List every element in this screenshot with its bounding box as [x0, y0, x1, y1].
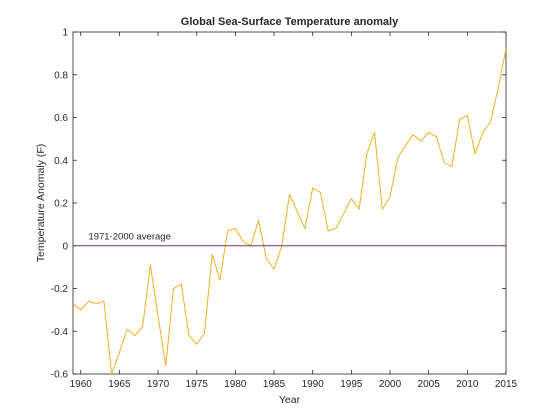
- y-tick-label: 0.6: [54, 113, 68, 124]
- x-axis-ticks: 1960 1965 1970 1975 1980 1985 1990 1995 2000 2005…: [70, 32, 518, 390]
- y-tick-label: -0.4: [51, 327, 69, 338]
- x-tick-label: 1990: [302, 379, 325, 390]
- series-lines: [72, 49, 507, 375]
- average-annotation: 1971-2000 average: [88, 231, 170, 242]
- x-tick-label: 2010: [456, 379, 479, 390]
- y-axis-label: Temperature Anomaly (F): [35, 144, 47, 262]
- x-tick-label: 1970: [147, 379, 170, 390]
- x-tick-label: 1975: [186, 379, 209, 390]
- x-tick-label: 1985: [263, 379, 286, 390]
- x-tick-label: 1960: [70, 379, 93, 390]
- y-tick-label: 0.4: [54, 156, 68, 167]
- y-tick-label: -0.6: [51, 370, 69, 381]
- x-tick-label: 2000: [379, 379, 402, 390]
- anomaly-line: [72, 49, 507, 375]
- y-tick-label: 1: [62, 28, 68, 39]
- y-tick-label: 0.2: [54, 199, 68, 210]
- x-tick-label: 2015: [495, 379, 518, 390]
- plot-area: [72, 31, 507, 375]
- x-tick-label: 1995: [340, 379, 363, 390]
- chart-title: Global Sea-Surface Temperature anomaly: [181, 16, 399, 28]
- x-tick-label: 2005: [418, 379, 441, 390]
- y-tick-label: -0.2: [51, 284, 69, 295]
- x-axis-label: Year: [279, 394, 301, 406]
- y-axis-ticks: -0.6 -0.4 -0.2 0 0.2 0.4 0.6 0.8 1: [51, 28, 506, 381]
- x-tick-label: 1965: [108, 379, 131, 390]
- y-tick-label: 0.8: [54, 70, 68, 81]
- y-tick-label: 0: [62, 241, 68, 252]
- x-tick-label: 1980: [224, 379, 247, 390]
